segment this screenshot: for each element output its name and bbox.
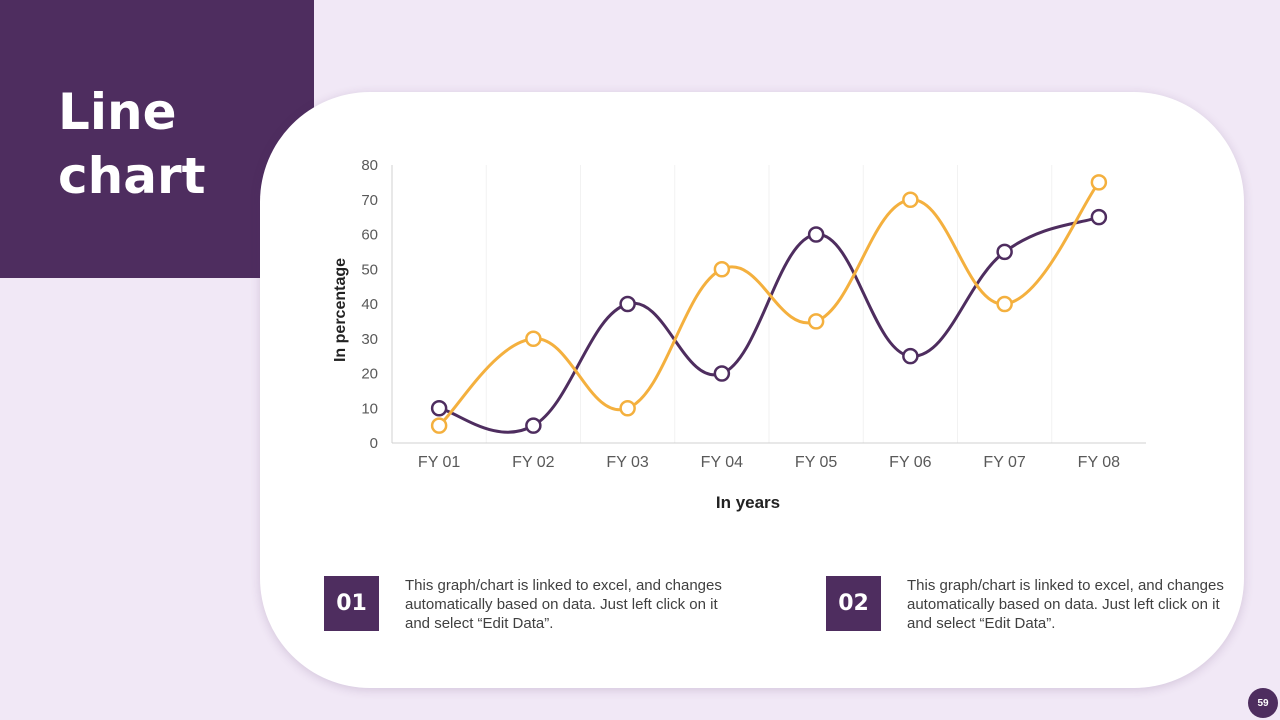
note-1-number: 01 (324, 576, 379, 631)
y-tick-label: 20 (361, 366, 378, 383)
note-2-text: This graph/chart is linked to excel, and… (907, 577, 1224, 632)
series-2-point[interactable] (430, 417, 448, 434)
page-number-badge: 59 (1248, 688, 1278, 718)
slide-title-line-2: chart (58, 147, 206, 205)
series-1-point[interactable] (619, 295, 636, 313)
x-tick-label: FY 08 (1078, 454, 1121, 471)
x-tick-label: FY 03 (606, 454, 649, 471)
series-1-point[interactable] (807, 226, 825, 243)
series-2-point[interactable] (1090, 174, 1108, 191)
y-tick-label: 0 (370, 435, 378, 452)
y-tick-label: 10 (361, 400, 378, 417)
y-tick-label: 60 (361, 227, 378, 244)
x-tick-label: FY 05 (795, 454, 838, 471)
y-tick-label: 50 (361, 261, 378, 278)
slide-title: Line chart (58, 80, 278, 208)
series-1-point[interactable] (525, 417, 542, 434)
x-tick-label: FY 07 (983, 454, 1026, 471)
series-2-point[interactable] (996, 295, 1013, 313)
title-block: Line chart (0, 0, 314, 278)
y-tick-label: 70 (361, 192, 378, 209)
x-tick-label: FY 04 (701, 454, 744, 471)
series-1-point[interactable] (430, 400, 448, 417)
y-tick-label: 80 (361, 157, 378, 174)
series-1-point[interactable] (713, 365, 731, 382)
series-2-point[interactable] (902, 191, 919, 208)
y-tick-label: 40 (361, 296, 378, 313)
note-2-number: 02 (826, 576, 881, 631)
chart-card (260, 92, 1244, 688)
x-axis-title: In years (716, 493, 780, 512)
chart-grid (485, 165, 1053, 443)
x-tick-labels: FY 01 FY 02 FY 03 FY 04 FY 05 FY 06 FY 07 FY 08 (418, 454, 1120, 471)
series-2-point[interactable] (525, 330, 542, 347)
series-2-point[interactable] (713, 261, 731, 278)
x-tick-label: FY 06 (889, 454, 932, 471)
series-1-line (437, 215, 1101, 434)
series-1-point[interactable] (902, 347, 919, 365)
slide-title-line-1: Line (58, 83, 177, 141)
y-tick-labels: 0 10 20 30 40 50 60 70 80 (361, 157, 378, 452)
y-tick-label: 30 (361, 331, 378, 348)
x-tick-label: FY 02 (512, 454, 555, 471)
x-tick-label: FY 01 (418, 454, 461, 471)
note-1-text: This graph/chart is linked to excel, and… (405, 577, 722, 632)
series-2-point[interactable] (619, 400, 636, 417)
series-1-point[interactable] (1090, 208, 1108, 226)
series-2-point[interactable] (807, 313, 825, 330)
series-1-point[interactable] (996, 243, 1013, 261)
series-points (430, 174, 1108, 434)
y-axis-title: In percentage (332, 258, 349, 362)
